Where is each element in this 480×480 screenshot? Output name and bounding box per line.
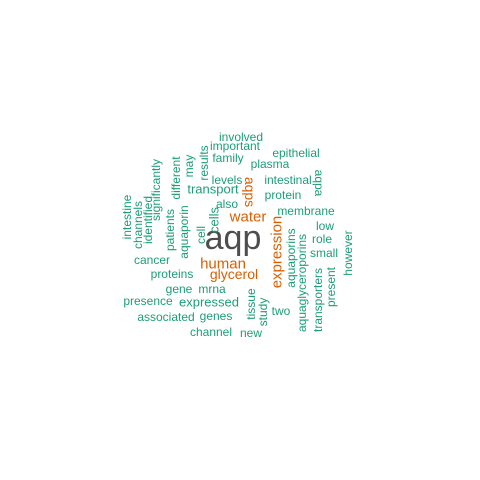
word-presence: presence bbox=[123, 294, 173, 308]
word-cancer: cancer bbox=[134, 253, 170, 267]
word-epithelial: epithelial bbox=[272, 146, 319, 160]
word-patients: patients bbox=[163, 209, 177, 251]
word-plasma: plasma bbox=[251, 157, 290, 171]
word-transport: transport bbox=[187, 182, 239, 197]
word-intestinal: intestinal bbox=[264, 173, 311, 187]
word-aqpa: aqpa bbox=[312, 170, 326, 197]
word-small: small bbox=[310, 246, 338, 260]
word-present: present bbox=[324, 266, 338, 307]
word-proteins: proteins bbox=[151, 267, 194, 281]
word-transporters: transporters bbox=[311, 268, 325, 332]
word-associated: associated bbox=[137, 310, 194, 324]
word-family: family bbox=[212, 151, 243, 165]
word-aquaporin: aquaporin bbox=[177, 205, 191, 258]
word-expression: expression bbox=[269, 216, 286, 289]
word-significantly: significantly bbox=[149, 159, 163, 221]
word-channels: channels bbox=[131, 201, 145, 249]
word-genes: genes bbox=[200, 309, 233, 323]
word-protein: protein bbox=[265, 188, 302, 202]
word-study: study bbox=[256, 298, 270, 327]
word-human: human bbox=[200, 256, 246, 273]
word-water: water bbox=[229, 209, 267, 226]
word-identified: identified bbox=[141, 196, 155, 244]
word-mrna: mrna bbox=[198, 282, 226, 296]
word-aquaporins: aquaporins bbox=[284, 228, 298, 287]
word-may: may bbox=[182, 155, 196, 178]
word-intestine: intestine bbox=[120, 194, 134, 239]
word-aqps: aqps bbox=[242, 177, 258, 207]
word-important: important bbox=[210, 139, 261, 153]
word-also: also bbox=[216, 197, 238, 211]
word-involved: involved bbox=[219, 130, 263, 144]
word-new: new bbox=[240, 326, 262, 340]
word-cell: cell bbox=[194, 226, 208, 244]
word-low: low bbox=[316, 219, 334, 233]
word-cells: cells bbox=[207, 207, 222, 234]
word-expressed: expressed bbox=[179, 295, 239, 310]
word-levels: levels bbox=[212, 173, 243, 187]
word-aqp: aqp bbox=[205, 219, 262, 257]
word-role: role bbox=[312, 232, 332, 246]
word-membrane: membrane bbox=[277, 204, 335, 218]
word-results: results bbox=[197, 145, 211, 180]
word-different: different bbox=[169, 156, 183, 200]
word-two: two bbox=[272, 304, 291, 318]
word-glycerol: glycerol bbox=[210, 266, 258, 282]
word-aquaglyceroporins: aquaglyceroporins bbox=[295, 234, 309, 332]
word-gene: gene bbox=[166, 282, 193, 296]
word-tissue: tissue bbox=[244, 288, 258, 320]
word-channel: channel bbox=[190, 325, 232, 339]
word-however: however bbox=[341, 230, 355, 275]
